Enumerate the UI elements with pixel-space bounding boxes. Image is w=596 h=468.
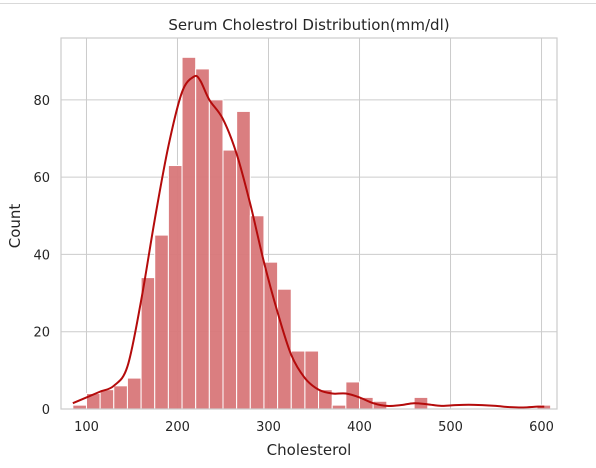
histogram-bar xyxy=(236,110,251,410)
histogram-bar xyxy=(208,99,224,410)
x-tick-label: 500 xyxy=(438,420,463,435)
histogram-bar xyxy=(181,56,197,410)
x-tick-label: 400 xyxy=(347,420,372,435)
histogram-bar xyxy=(167,165,183,410)
x-tick-label: 100 xyxy=(74,420,99,435)
y-tick-label: 20 xyxy=(33,326,50,341)
histogram-bar xyxy=(263,261,279,410)
histogram-bar xyxy=(126,377,142,410)
histogram-bar xyxy=(99,389,115,410)
plot-frame xyxy=(60,37,558,410)
y-tick-labels: 0 20 40 60 80 xyxy=(33,94,50,418)
chart-title: Serum Cholestrol Distribution(mm/dl) xyxy=(168,16,449,34)
histogram-bar xyxy=(249,215,265,410)
top-border-line xyxy=(0,3,596,4)
y-axis-label: Count xyxy=(6,204,24,249)
x-tick-label: 200 xyxy=(165,420,190,435)
histogram-bar xyxy=(222,149,238,410)
x-tick-labels: 100 200 300 400 500 600 xyxy=(74,420,554,435)
histogram-bar xyxy=(140,277,156,410)
histogram-bar xyxy=(154,234,169,410)
histogram-bars xyxy=(72,56,552,410)
y-tick-label: 0 xyxy=(42,403,50,418)
y-tick-label: 40 xyxy=(33,248,50,263)
x-axis-label: Cholesterol xyxy=(267,441,352,459)
y-tick-label: 60 xyxy=(33,171,50,186)
x-tick-label: 300 xyxy=(256,420,281,435)
kde-curve xyxy=(72,74,545,409)
histogram-bar xyxy=(195,68,210,410)
x-tick-label: 600 xyxy=(529,420,554,435)
histogram-bar xyxy=(113,385,128,410)
y-tick-label: 80 xyxy=(33,94,50,109)
